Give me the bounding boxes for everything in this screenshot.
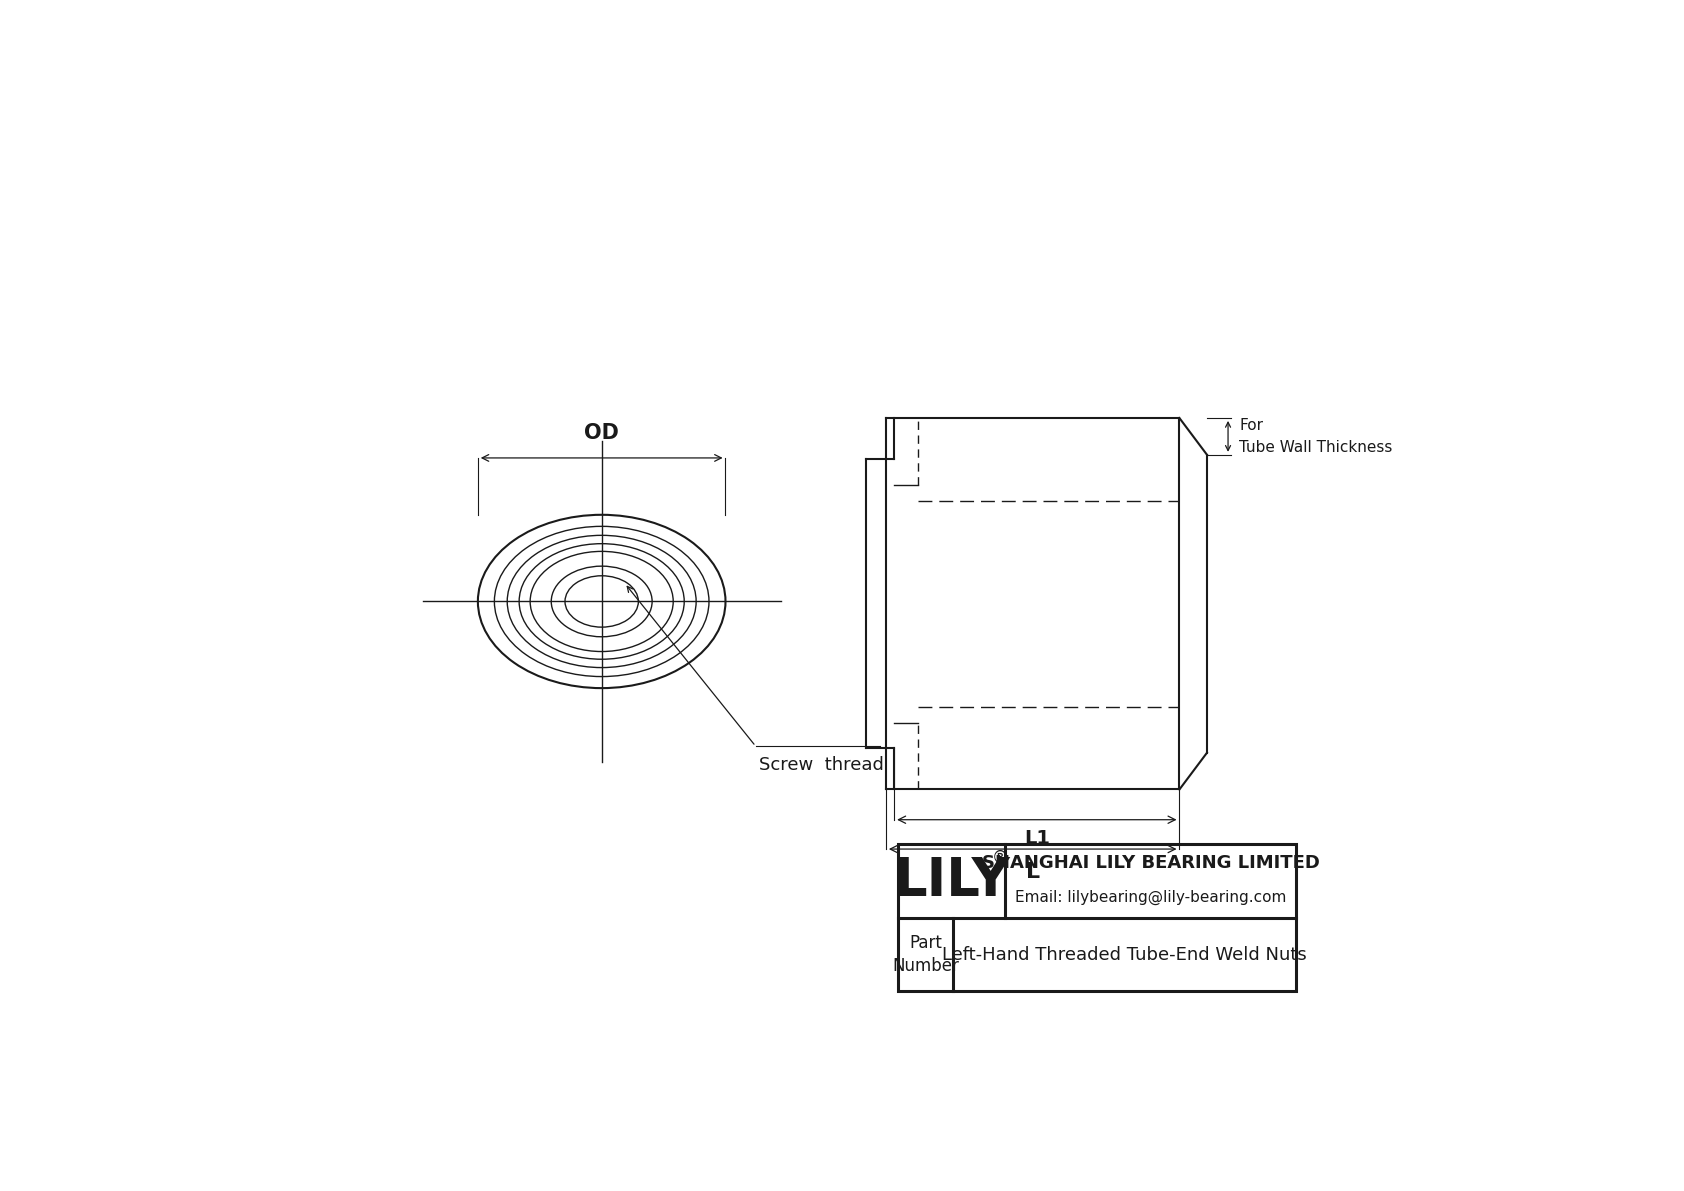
Text: L: L [1026, 862, 1039, 881]
Text: Part
Number: Part Number [893, 934, 958, 975]
Text: For
Tube Wall Thickness: For Tube Wall Thickness [1239, 418, 1393, 455]
Bar [898, 844, 1297, 991]
Text: Email: lilybearing@lily-bearing.com: Email: lilybearing@lily-bearing.com [1015, 890, 1287, 905]
Text: L1: L1 [1024, 829, 1049, 848]
Text: LILY: LILY [893, 855, 1010, 908]
Text: Screw  thread: Screw thread [758, 756, 884, 774]
Text: OD: OD [584, 423, 620, 443]
Text: SHANGHAI LILY BEARING LIMITED: SHANGHAI LILY BEARING LIMITED [982, 854, 1320, 872]
Text: ®: ® [992, 848, 1009, 866]
Text: Left-Hand Threaded Tube-End Weld Nuts: Left-Hand Threaded Tube-End Weld Nuts [941, 946, 1307, 964]
